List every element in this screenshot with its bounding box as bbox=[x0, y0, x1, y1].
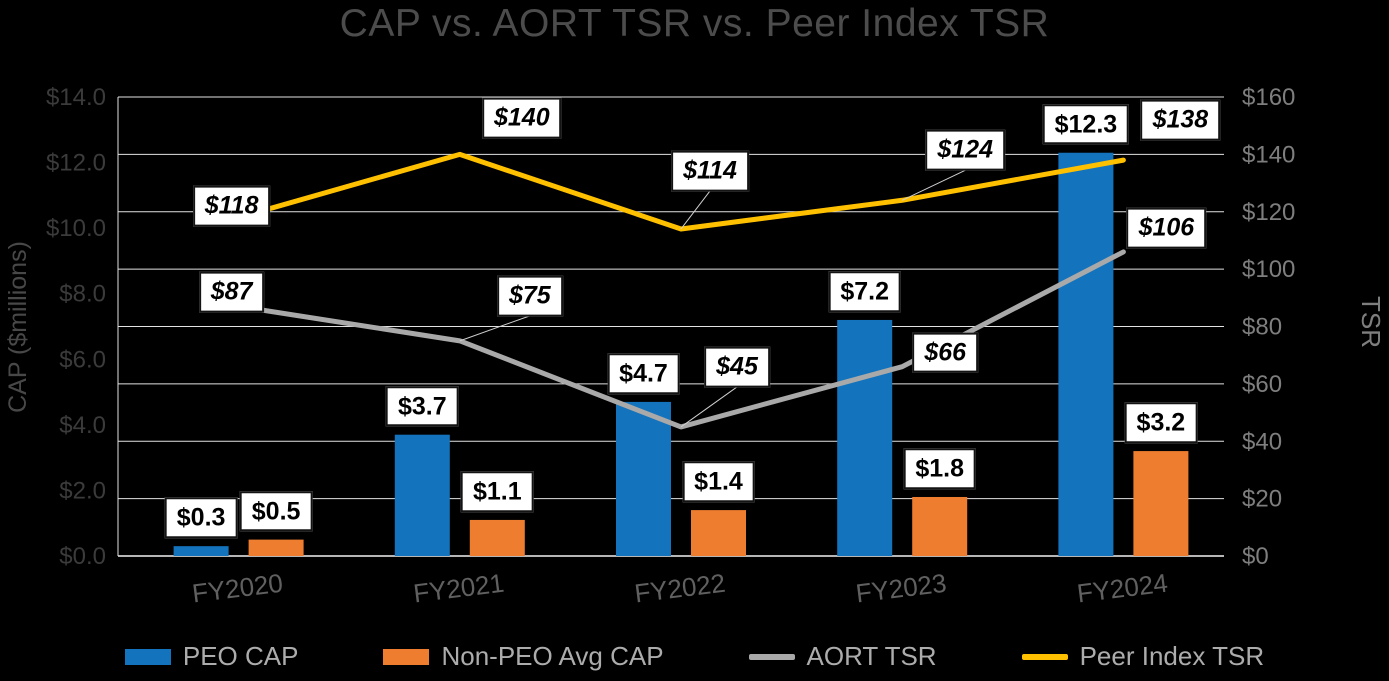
right-axis-tick: $100 bbox=[1242, 256, 1295, 283]
legend: PEO CAP Non-PEO Avg CAP AORT TSR Peer In… bbox=[0, 641, 1389, 672]
x-axis-label: FY2023 bbox=[854, 568, 948, 609]
bar-1-2 bbox=[691, 510, 746, 556]
right-axis-tick: $140 bbox=[1242, 141, 1295, 168]
label-connector bbox=[459, 315, 530, 342]
right-axis-tick: $40 bbox=[1242, 428, 1282, 455]
line-series-1 bbox=[236, 151, 1126, 232]
x-axis-label: FY2021 bbox=[412, 568, 506, 609]
legend-item-peo-cap: PEO CAP bbox=[124, 641, 299, 672]
legend-item-peer-index-tsr: Peer Index TSR bbox=[1021, 641, 1265, 672]
left-axis-tick: $8.0 bbox=[59, 281, 106, 308]
legend-item-aort-tsr: AORT TSR bbox=[748, 641, 937, 672]
label-connector bbox=[680, 190, 711, 230]
x-axis-label: FY2020 bbox=[190, 568, 284, 609]
left-axis-tick: $12.0 bbox=[46, 150, 106, 177]
right-axis-tick: $0 bbox=[1242, 543, 1269, 570]
legend-item-non-peo-avg-cap: Non-PEO Avg CAP bbox=[383, 641, 664, 672]
left-axis-tick: $2.0 bbox=[59, 477, 106, 504]
right-axis-tick: $160 bbox=[1242, 84, 1295, 111]
label-connector bbox=[680, 386, 738, 428]
left-axis-title: CAP ($millions) bbox=[4, 241, 32, 413]
x-axis-label: FY2022 bbox=[633, 568, 727, 609]
bar-1-1 bbox=[469, 519, 525, 556]
peo-cap-legend-swatch bbox=[124, 648, 171, 665]
peer-index-tsr-legend-swatch bbox=[1021, 653, 1068, 660]
chart-title: CAP vs. AORT TSR vs. Peer Index TSR bbox=[339, 2, 1050, 45]
bar-1-3 bbox=[912, 496, 968, 556]
bar-0-3 bbox=[837, 319, 893, 556]
peo-cap-legend-label: PEO CAP bbox=[182, 641, 299, 671]
right-axis-tick: $80 bbox=[1242, 314, 1282, 341]
aort-tsr-legend-label: AORT TSR bbox=[806, 641, 937, 671]
line-series-0 bbox=[236, 249, 1126, 430]
right-axis-tick: $60 bbox=[1242, 371, 1282, 398]
bar-1-4 bbox=[1133, 451, 1189, 556]
bar-1-0 bbox=[248, 539, 304, 556]
non-peo-avg-cap-legend-swatch bbox=[383, 648, 430, 665]
right-axis-tick: $20 bbox=[1242, 486, 1282, 513]
right-axis-title: TSR bbox=[1356, 296, 1386, 348]
left-axis-tick: $10.0 bbox=[46, 215, 106, 242]
bar-0-2 bbox=[616, 401, 671, 556]
left-axis-tick: $6.0 bbox=[59, 346, 106, 373]
right-axis-tick: $120 bbox=[1242, 199, 1295, 226]
non-peo-avg-cap-legend-label: Non-PEO Avg CAP bbox=[441, 641, 664, 671]
bar-0-4 bbox=[1058, 152, 1114, 556]
peer-index-tsr-legend-label: Peer Index TSR bbox=[1079, 641, 1265, 671]
left-axis-tick: $4.0 bbox=[59, 412, 106, 439]
left-axis-tick: $14.0 bbox=[46, 84, 106, 111]
left-axis-tick: $0.0 bbox=[59, 543, 106, 570]
bar-0-1 bbox=[394, 434, 450, 556]
aort-tsr-legend-swatch bbox=[748, 653, 795, 660]
x-axis-label: FY2024 bbox=[1075, 568, 1169, 609]
label-connector bbox=[901, 169, 966, 201]
bar-0-0 bbox=[173, 546, 229, 556]
